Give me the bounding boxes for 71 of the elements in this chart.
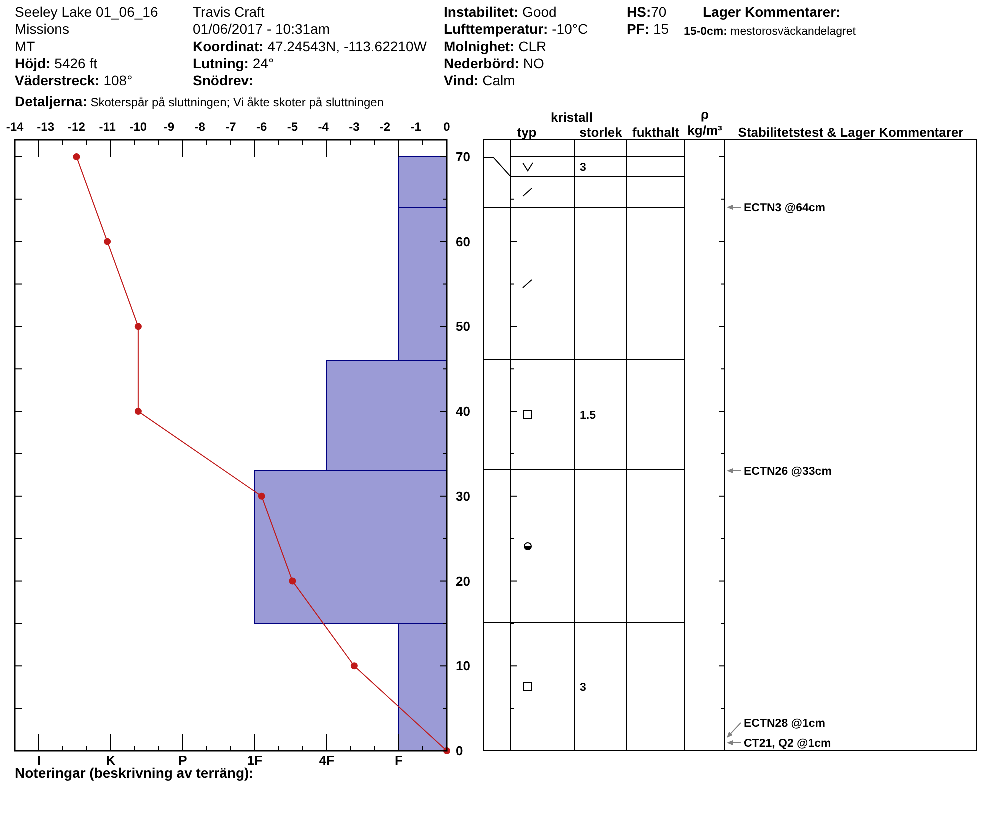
text: Lufttemperatur: -10°C <box>444 21 588 37</box>
text: Molnighet: CLR <box>444 38 547 54</box>
text: PF: 15 <box>627 21 670 37</box>
text: HS:70 <box>627 4 667 20</box>
text: Stabilitetstest & Lager Kommentarer <box>738 125 964 140</box>
text: Travis Craft <box>193 4 265 20</box>
text: Snödrev: <box>193 72 254 88</box>
text: P <box>178 753 188 768</box>
y-tick-label: 30 <box>456 488 470 504</box>
point <box>104 238 112 246</box>
text: Instabilitet: Good <box>444 4 557 20</box>
text: F <box>395 753 404 768</box>
point <box>134 408 142 416</box>
y-tick-label: 20 <box>456 574 470 589</box>
x2-tick-label: -7 <box>226 120 237 134</box>
x2-tick-label: -3 <box>349 120 360 134</box>
text: ECTN28 @1cm <box>744 718 826 730</box>
text: Seeley Lake 01_06_16 <box>15 4 158 20</box>
point <box>134 323 142 330</box>
text: MT <box>15 38 36 54</box>
x2-tick-label: -12 <box>68 120 86 134</box>
text: I <box>37 753 41 768</box>
x2-tick-label: -5 <box>287 120 298 134</box>
point <box>289 578 296 585</box>
text: kg/m³ <box>688 123 724 138</box>
y-tick-label: 60 <box>456 234 470 250</box>
text: 15-0cm: mestorosväckandelagret <box>684 26 857 38</box>
text: Missions <box>15 21 70 37</box>
text: CT21, Q2 @1cm <box>744 738 832 750</box>
text: K <box>106 753 116 768</box>
text: storlek <box>580 125 624 140</box>
x2-tick-label: -8 <box>194 120 206 134</box>
point <box>350 662 358 670</box>
text: Nederbörd: NO <box>444 56 544 72</box>
text: 3 <box>580 162 586 174</box>
text: 3 <box>580 682 586 694</box>
x2-tick-label: -9 <box>164 120 175 134</box>
y-tick-label: 70 <box>456 149 470 164</box>
x2-tick-label: -13 <box>37 120 55 134</box>
y-tick-label: 10 <box>456 658 470 674</box>
text: 1.5 <box>580 410 597 422</box>
y-tick-label: 40 <box>456 404 470 420</box>
text: Vind: Calm <box>444 72 516 88</box>
x2-tick-label: -1 <box>410 120 422 134</box>
text: ECTN3 @64cm <box>744 202 826 214</box>
x2-tick-label: -4 <box>318 120 330 134</box>
text: typ <box>517 125 537 140</box>
text: kristall <box>551 110 593 125</box>
x2-tick-label: -6 <box>256 120 268 134</box>
text: ρ <box>700 107 710 122</box>
text: Detaljerna: Skoterspår på sluttningen; Vi åkte skoter på sluttningen <box>15 94 384 110</box>
text: 01/06/2017 - 10:31am <box>193 21 330 37</box>
x2-tick-label: -11 <box>99 120 116 134</box>
point <box>73 153 80 160</box>
text: Lutning: 24° <box>193 56 274 72</box>
text: 1F <box>247 753 263 768</box>
text: 4F <box>319 753 335 768</box>
text: Noteringar (beskrivning av terräng): <box>15 765 254 781</box>
text: fukthalt <box>632 125 680 140</box>
x2-tick-label: -14 <box>6 120 24 134</box>
x2-tick-label: 0 <box>444 120 451 134</box>
point <box>258 492 266 500</box>
y-tick-label: 0 <box>456 744 464 758</box>
text: Väderstreck: 108° <box>15 72 133 88</box>
y-tick-label: 50 <box>456 319 470 334</box>
text: Koordinat: 47.24543N, -113.62210W <box>193 38 428 54</box>
x2-tick-label: -10 <box>130 120 148 134</box>
text: ECTN26 @33cm <box>744 466 832 478</box>
x2-tick-label: -2 <box>380 120 391 134</box>
text: Höjd: 5426 ft <box>15 56 98 72</box>
text: Lager Kommentarer: <box>703 4 841 20</box>
